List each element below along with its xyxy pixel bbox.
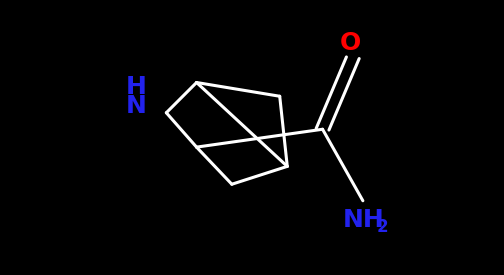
Text: H: H xyxy=(125,75,147,99)
Text: 2: 2 xyxy=(377,218,389,236)
Text: NH: NH xyxy=(343,208,385,232)
Text: N: N xyxy=(125,94,147,118)
Text: O: O xyxy=(340,31,361,55)
